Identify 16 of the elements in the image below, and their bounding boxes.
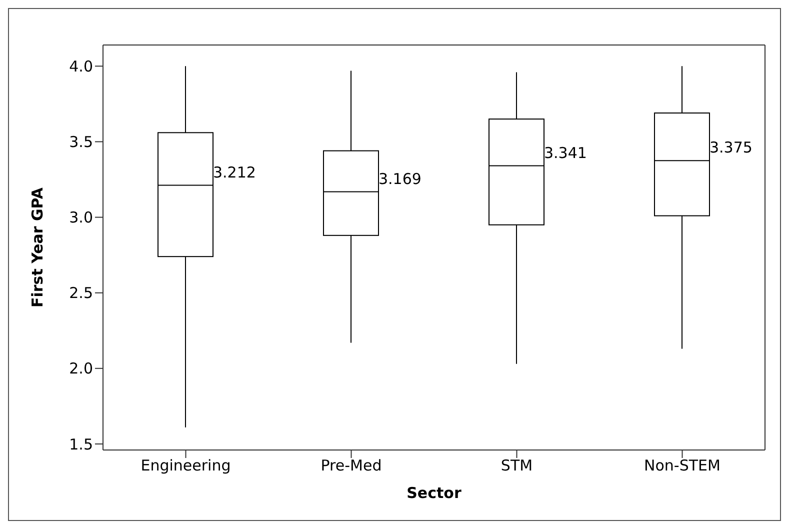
- annotation: 3.212: [213, 163, 256, 182]
- x-axis-title: Sector: [406, 484, 462, 502]
- y-tick-label: 3.0: [69, 208, 93, 227]
- y-tick-label: 2.0: [69, 360, 93, 378]
- x-tick-label: Non-STEM: [644, 456, 720, 475]
- y-tick-label: 4.0: [69, 57, 93, 76]
- x-tick-label: STM: [500, 456, 533, 475]
- y-tick-label: 2.5: [69, 284, 93, 302]
- y-tick-label: 3.5: [69, 133, 93, 152]
- y-axis-title: First Year GPA: [28, 187, 46, 308]
- annotation: 3.375: [710, 138, 752, 157]
- y-tick-label: 1.5: [69, 435, 93, 454]
- x-tick-label: Pre-Med: [320, 456, 382, 475]
- annotation: 3.169: [378, 170, 422, 188]
- annotation: 3.341: [544, 144, 587, 162]
- x-tick-label: Engineering: [140, 456, 231, 475]
